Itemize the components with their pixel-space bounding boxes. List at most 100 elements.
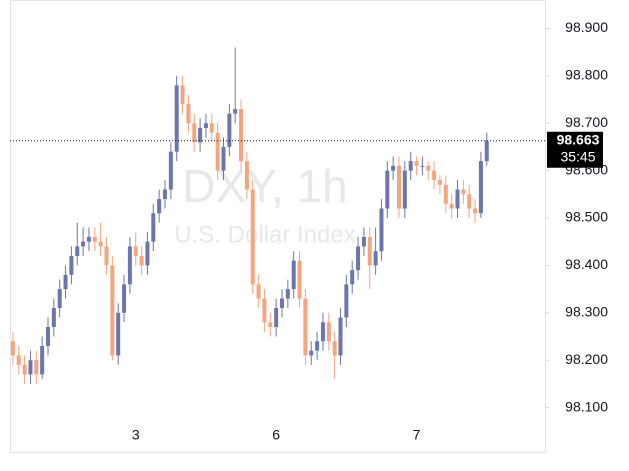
candle-body — [209, 123, 214, 133]
y-tick-label: 98.500 — [565, 209, 608, 225]
candle-body — [350, 270, 355, 285]
candle-body — [198, 127, 203, 143]
candle-body — [367, 236, 372, 266]
candle-body — [256, 284, 261, 299]
candle-body — [274, 308, 279, 327]
candle-body — [280, 298, 284, 309]
candle-body — [81, 241, 86, 247]
y-tick-label: 98.800 — [565, 67, 608, 83]
candle-body — [157, 199, 162, 214]
candle-body — [303, 298, 308, 356]
candle-body — [116, 312, 121, 356]
candle-body — [309, 350, 314, 356]
candle-body — [402, 170, 407, 209]
candle-body — [28, 360, 33, 375]
candle-body — [285, 289, 290, 299]
candle-body — [75, 246, 80, 256]
candle-body — [297, 260, 302, 299]
y-tick-label: 98.200 — [565, 351, 608, 367]
candle-body — [98, 241, 103, 247]
candle-body — [133, 246, 138, 256]
candle-body — [34, 360, 39, 375]
candle-body — [250, 189, 255, 285]
candle-body — [332, 341, 337, 356]
candle-body — [127, 246, 132, 285]
candle-body — [432, 170, 437, 181]
candle-body — [145, 241, 150, 266]
candle-body — [262, 298, 267, 323]
candle-body — [449, 203, 454, 209]
y-tick-label: 98.400 — [565, 256, 608, 272]
candle-body — [291, 260, 296, 290]
candle-body — [227, 113, 232, 147]
candle-body — [397, 165, 401, 209]
candle-body — [315, 341, 320, 351]
countdown-label: 35:45 — [560, 148, 595, 164]
candle-body — [426, 165, 431, 171]
candle-body — [326, 322, 331, 342]
candle-body — [122, 284, 127, 313]
candle-body — [385, 170, 390, 209]
x-tick-label: 3 — [132, 427, 140, 443]
candle-body — [174, 85, 179, 152]
candle-body — [139, 255, 144, 266]
candle-body — [344, 284, 349, 318]
candle-body — [373, 251, 378, 266]
watermark-title: DXY, 1h — [182, 160, 347, 212]
last-price-label: 98.663 — [557, 131, 600, 147]
candle-body — [461, 189, 466, 195]
candle-body — [467, 194, 472, 209]
candle-body — [40, 345, 45, 375]
candle-body — [203, 123, 208, 128]
candle-body — [168, 151, 173, 190]
candle-body — [51, 308, 56, 327]
candle-body — [443, 184, 448, 204]
plot-frame — [10, 0, 546, 453]
candle-body — [233, 109, 238, 114]
candle-body — [186, 104, 191, 124]
candle-body — [57, 289, 62, 309]
candle-body — [455, 189, 460, 209]
candle-body — [356, 246, 361, 271]
candle-body — [391, 165, 396, 171]
x-tick-label: 6 — [272, 427, 280, 443]
candle-body — [408, 161, 413, 171]
candle-body — [221, 146, 226, 171]
candle-body — [104, 246, 109, 266]
candle-body — [92, 236, 97, 242]
y-tick-label: 98.900 — [565, 19, 608, 35]
candle-body — [215, 132, 220, 171]
candle-body — [473, 208, 478, 214]
candle-body — [163, 189, 167, 200]
y-tick-label: 98.300 — [565, 303, 608, 319]
candle-body — [110, 265, 115, 356]
candle-body — [420, 165, 425, 167]
candle-body — [22, 364, 27, 375]
candle-body — [244, 161, 249, 190]
candle-body — [414, 161, 419, 166]
candle-body — [86, 236, 91, 242]
candle-body — [437, 180, 442, 185]
x-tick-label: 7 — [413, 427, 421, 443]
candle-body — [63, 274, 68, 290]
candle-body — [16, 355, 21, 365]
candle-body — [338, 317, 343, 356]
candle-body — [239, 109, 244, 162]
y-tick-label: 98.700 — [565, 114, 608, 130]
candle-body — [361, 236, 366, 247]
candle-body — [46, 327, 50, 346]
watermark-subtitle: U.S. Dollar Index — [174, 221, 355, 248]
y-tick-label: 98.100 — [565, 398, 608, 414]
candle-body — [69, 255, 74, 275]
candle-body — [192, 123, 197, 143]
candle-body — [151, 213, 156, 242]
last-price-box — [547, 131, 603, 168]
candle-body — [180, 85, 185, 105]
candle-body — [379, 208, 384, 252]
candle-body — [268, 322, 273, 327]
candle-body — [320, 322, 325, 342]
candle-body — [478, 161, 483, 214]
candle-body — [10, 341, 15, 356]
